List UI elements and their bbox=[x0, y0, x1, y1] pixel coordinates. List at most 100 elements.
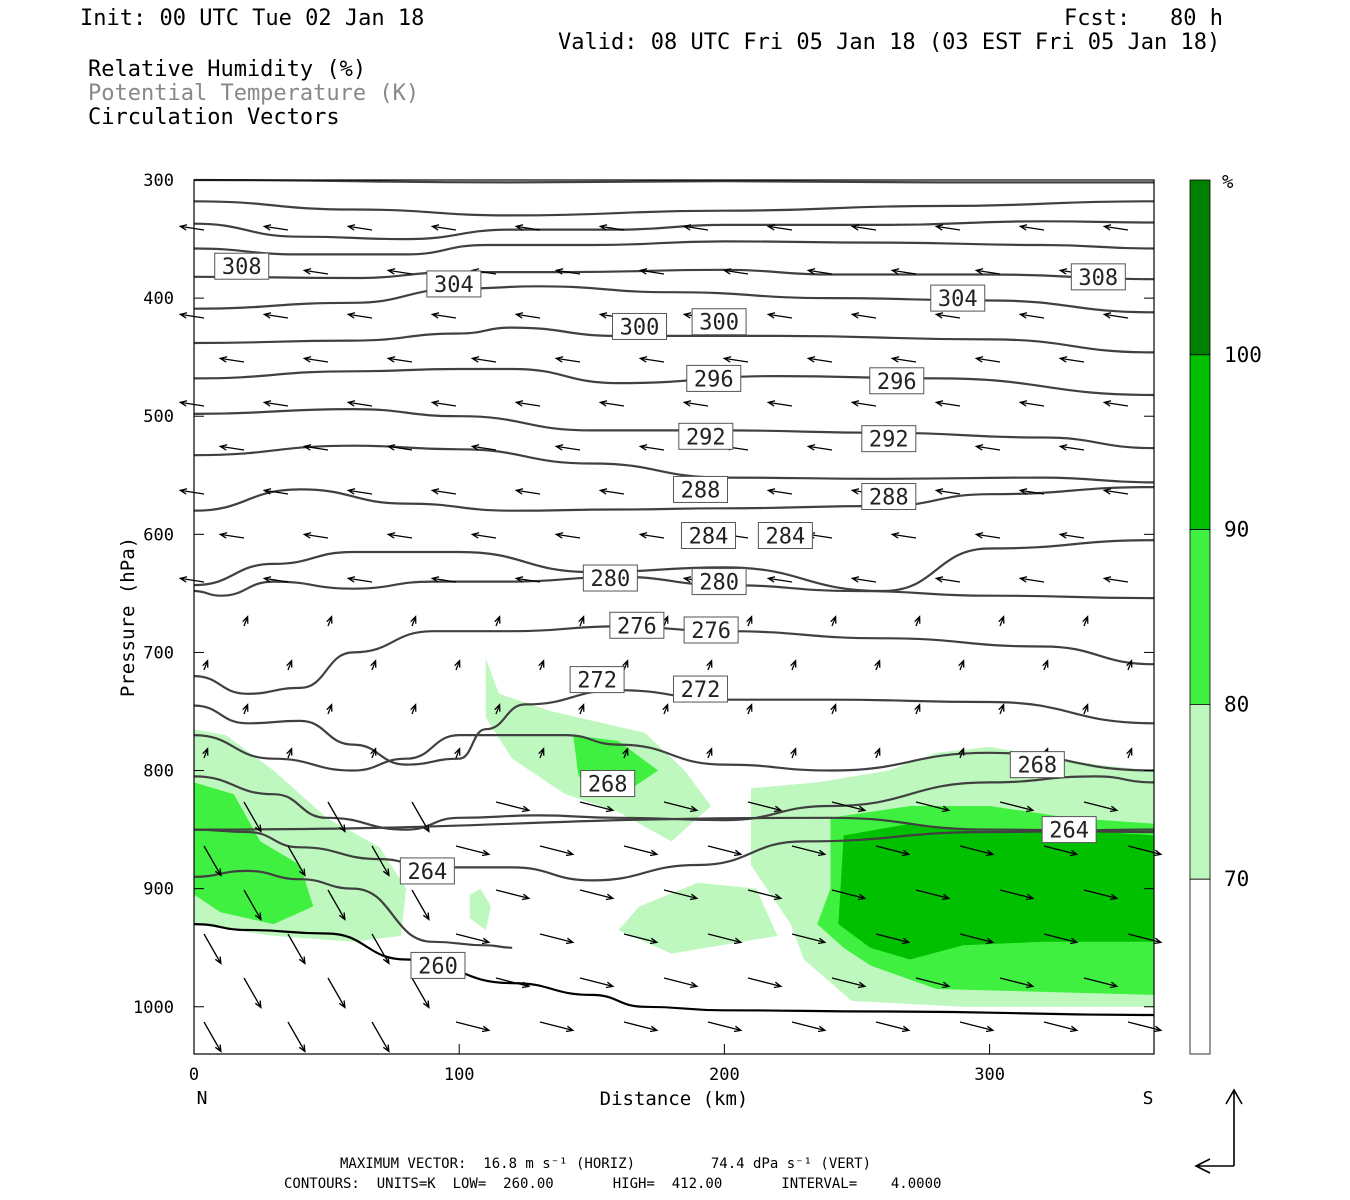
circulation-vector bbox=[327, 801, 346, 833]
colorbar-unit: % bbox=[1222, 171, 1234, 193]
circulation-vector bbox=[430, 312, 457, 319]
circulation-vector bbox=[707, 845, 743, 857]
circulation-vector bbox=[430, 488, 457, 495]
x-tick-label: 200 bbox=[709, 1065, 740, 1085]
rh-region-70-80 bbox=[469, 888, 491, 930]
theta-label-box bbox=[691, 568, 747, 596]
theta-label: 272 bbox=[681, 678, 721, 703]
circulation-vector bbox=[454, 747, 461, 759]
circulation-vector bbox=[326, 615, 333, 627]
circulation-vector bbox=[202, 747, 209, 759]
circulation-vector bbox=[1042, 659, 1049, 671]
circulation-vector bbox=[346, 224, 373, 231]
y-tick-label: 700 bbox=[143, 643, 174, 663]
plot-frame bbox=[193, 179, 1155, 1055]
circulation-vector bbox=[806, 268, 833, 275]
circulation-vector bbox=[706, 659, 713, 671]
circulation-vector bbox=[998, 615, 1005, 627]
circulation-vector bbox=[766, 488, 793, 495]
circulation-vector bbox=[371, 1021, 390, 1053]
circulation-vector bbox=[203, 1021, 222, 1053]
theta-contour bbox=[193, 869, 513, 949]
circulation-vector bbox=[830, 615, 837, 627]
axes-layer: 300 400 500 600 700 800 900 1000 0 100 200 300 N S Dis… bbox=[117, 171, 1155, 1110]
theta-label-box bbox=[612, 312, 668, 340]
circulation-vector bbox=[579, 889, 615, 901]
y-tick-label: 300 bbox=[143, 171, 174, 191]
circulation-vector bbox=[890, 356, 917, 363]
circulation-vector bbox=[662, 703, 669, 715]
theta-label: 288 bbox=[681, 478, 721, 503]
x-tick-label: 100 bbox=[444, 1065, 475, 1085]
theta-label: 276 bbox=[691, 619, 731, 644]
circulation-vector bbox=[790, 659, 797, 671]
circulation-vector bbox=[934, 576, 961, 583]
y-tick-label: 1000 bbox=[133, 998, 174, 1018]
circulation-vector bbox=[999, 889, 1035, 901]
circulation-vector bbox=[934, 400, 961, 407]
circulation-vector bbox=[1102, 488, 1129, 495]
max-vector-caption: MAXIMUM VECTOR: 16.8 m s⁻¹ (HORIZ) 74.4 … bbox=[340, 1156, 872, 1172]
theta-label-layer: 308 308 304 304 300 300 296 296 292 292 288 288 284 2… bbox=[214, 252, 1126, 979]
circulation-vector bbox=[410, 703, 417, 715]
circulation-vector bbox=[203, 845, 222, 877]
circulation-vector bbox=[1018, 312, 1045, 319]
circulation-vector bbox=[243, 801, 262, 833]
circulation-vector bbox=[999, 977, 1035, 989]
circulation-vector bbox=[262, 488, 289, 495]
circulation-vector bbox=[514, 312, 541, 319]
theta-contour bbox=[193, 367, 1155, 397]
theta-contour bbox=[193, 923, 1155, 1017]
circulation-vector bbox=[178, 488, 205, 495]
theta-contour bbox=[193, 220, 1155, 241]
circulation-vector bbox=[262, 312, 289, 319]
theta-label-box bbox=[678, 422, 734, 450]
circulation-vector bbox=[346, 488, 373, 495]
theta-label: 268 bbox=[1017, 754, 1057, 779]
circulation-vector bbox=[346, 400, 373, 407]
circulation-vector bbox=[766, 576, 793, 583]
circulation-vector bbox=[598, 224, 625, 231]
circulation-vector bbox=[203, 933, 222, 965]
circulation-vector bbox=[287, 845, 306, 877]
theta-label: 296 bbox=[694, 367, 734, 392]
circulation-vector bbox=[1058, 444, 1085, 451]
theta-label: 304 bbox=[938, 287, 978, 312]
circulation-vector bbox=[514, 576, 541, 583]
theta-contour bbox=[193, 178, 1154, 184]
y-tick-label: 500 bbox=[143, 407, 174, 427]
circulation-vector bbox=[747, 889, 783, 901]
circulation-vector bbox=[302, 532, 329, 539]
circulation-vector bbox=[262, 224, 289, 231]
theta-label: 272 bbox=[577, 669, 617, 694]
circulation-vector bbox=[370, 659, 377, 671]
circulation-vector bbox=[974, 444, 1001, 451]
theta-label-box bbox=[1041, 816, 1097, 844]
circulation-vector bbox=[830, 703, 837, 715]
circulation-vector bbox=[850, 576, 877, 583]
theta-contour bbox=[193, 733, 1155, 772]
x-axis-label: Distance (km) bbox=[600, 1088, 749, 1110]
rh-region-70-80 bbox=[618, 882, 778, 954]
circulation-vector bbox=[218, 356, 245, 363]
circulation-vector bbox=[386, 444, 413, 451]
circulation-vector bbox=[874, 659, 881, 671]
circulation-vector bbox=[850, 224, 877, 231]
circulation-vector bbox=[302, 268, 329, 275]
reference-vector-icon bbox=[1194, 1088, 1243, 1174]
circulation-vector bbox=[623, 1021, 659, 1033]
circulation-vector bbox=[706, 747, 713, 759]
rh-region-80-90 bbox=[194, 782, 314, 925]
circulation-vector bbox=[914, 615, 921, 627]
circulation-vector bbox=[766, 312, 793, 319]
circulation-vector bbox=[806, 356, 833, 363]
circulation-vector bbox=[998, 703, 1005, 715]
theta-label: 280 bbox=[699, 571, 739, 596]
circulation-vector bbox=[287, 933, 306, 965]
circulation-vector bbox=[1083, 977, 1119, 989]
theta-contour bbox=[193, 326, 1155, 354]
circulation-vector bbox=[622, 747, 629, 759]
theta-contour bbox=[193, 285, 1155, 314]
circulation-vector bbox=[326, 703, 333, 715]
colorbar-segment bbox=[1189, 179, 1211, 356]
